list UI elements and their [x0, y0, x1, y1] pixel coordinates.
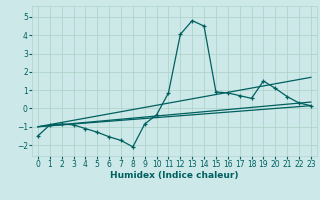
X-axis label: Humidex (Indice chaleur): Humidex (Indice chaleur) — [110, 171, 239, 180]
